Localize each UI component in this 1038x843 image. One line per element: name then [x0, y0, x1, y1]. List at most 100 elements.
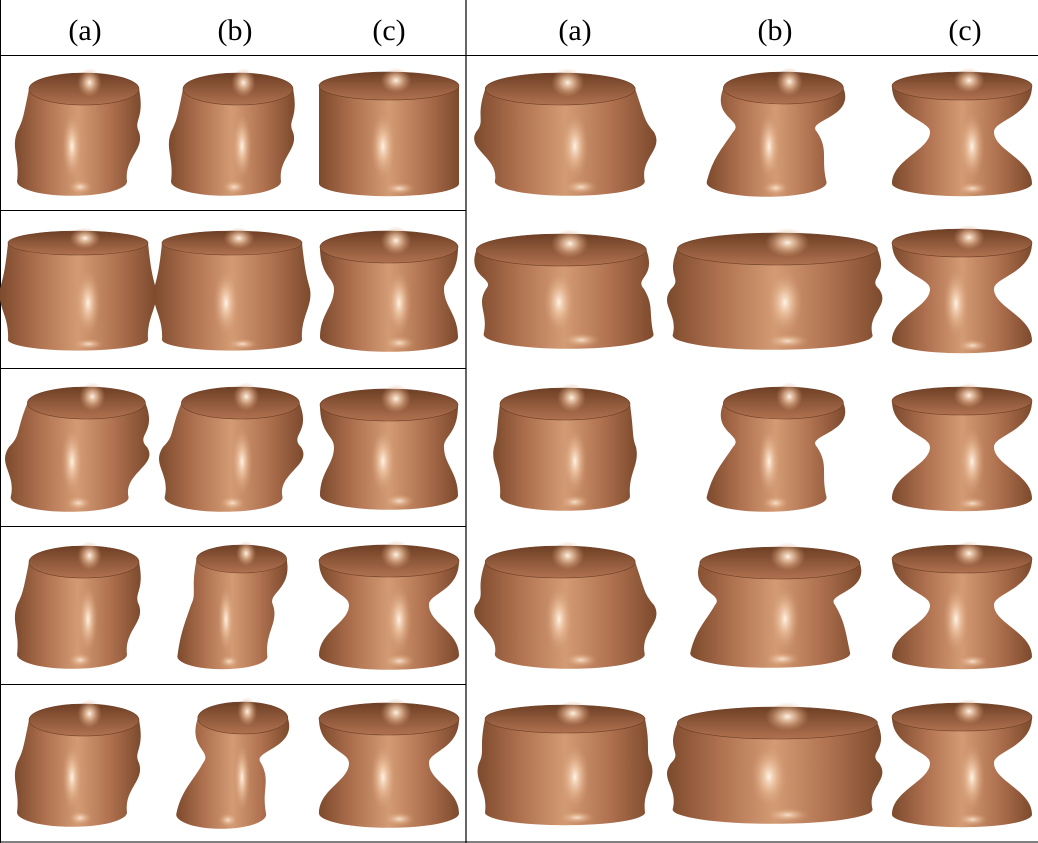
shape-base-highlight	[73, 338, 104, 350]
shape-cell-left-r5-a	[14, 699, 141, 827]
shape-rim-highlight	[231, 68, 256, 97]
shape-rim-highlight	[551, 229, 589, 258]
shape-highlight	[751, 745, 787, 808]
shape-base-highlight	[564, 179, 598, 195]
shape-cell-right-r2-a	[474, 229, 654, 349]
left-header-c: (c)	[372, 14, 405, 47]
shape-cell-left-r1-a	[14, 68, 141, 196]
shape-base-highlight	[384, 653, 415, 669]
shape-body	[168, 89, 295, 196]
shape-rim-highlight	[953, 698, 985, 725]
shape-rim-highlight	[953, 67, 985, 93]
shape-cell-right-r2-c	[891, 224, 1033, 354]
shape-highlight	[232, 113, 252, 180]
shape-body	[14, 562, 141, 669]
shape-base-highlight	[564, 652, 598, 668]
shape-highlight	[370, 743, 396, 812]
shape-base-highlight	[765, 333, 810, 349]
shape-body	[159, 403, 304, 512]
shape-highlight	[75, 270, 101, 336]
shape-cell-left-r2-a	[0, 227, 157, 351]
shape-rim-highlight	[233, 382, 260, 411]
shape-rim-highlight	[953, 540, 985, 567]
shape-rim-highlight	[776, 382, 803, 411]
shape-base-highlight	[559, 811, 595, 824]
right-header-a: (a)	[558, 14, 591, 47]
shape-cell-left-r3-a	[5, 382, 150, 512]
shape-highlight	[561, 113, 589, 180]
shape-base-highlight	[957, 339, 988, 352]
shape-cell-left-r5-c	[318, 698, 460, 828]
shape-cell-right-r4-c	[891, 540, 1033, 670]
right-header: (a) (b) (c)	[558, 14, 981, 47]
shape-base-highlight	[65, 495, 92, 511]
shape-highlight	[545, 586, 573, 653]
left-header-b: (b)	[218, 14, 253, 47]
shape-highlight	[386, 270, 412, 336]
shape-base-highlight	[384, 811, 415, 827]
shape-cell-left-r1-b	[168, 68, 295, 196]
shape-highlight	[959, 427, 985, 495]
shape-base-highlight	[384, 182, 415, 195]
shape-highlight	[61, 427, 83, 495]
shape-cell-left-r3-c	[319, 384, 459, 510]
shape-highlight	[62, 113, 82, 180]
right-header-c: (c)	[948, 14, 981, 47]
shape-highlight	[370, 428, 396, 494]
shape-rim-highlight	[380, 226, 412, 256]
shape-cell-right-r4-b	[690, 542, 862, 668]
shape-base-highlight	[957, 497, 988, 510]
shape-highlight	[233, 743, 251, 812]
shape-rim-highlight	[380, 540, 412, 569]
shape-cell-right-r1-c	[891, 67, 1033, 197]
shape-rim-highlight	[79, 382, 106, 411]
shape-base-highlight	[219, 655, 240, 668]
shape-base-highlight	[762, 180, 789, 196]
shape-body	[176, 718, 290, 829]
shape-cell-left-r4-b	[177, 540, 288, 670]
shape-base-highlight	[227, 338, 258, 350]
shape-base-highlight	[957, 655, 988, 668]
shape-base-highlight	[562, 332, 601, 348]
shape-cell-right-r3-a	[493, 383, 637, 511]
shape-rim-highlight	[776, 67, 803, 96]
shape-highlight	[959, 112, 985, 180]
shape-base-highlight	[219, 495, 246, 511]
shape-cell-left-r5-b	[176, 697, 290, 829]
shape-highlight	[767, 271, 803, 334]
shape-cell-right-r4-a	[474, 541, 657, 669]
shape-cell-left-r4-c	[318, 540, 460, 670]
shape-rim-highlight	[77, 68, 102, 97]
shape-rim-highlight	[380, 698, 412, 727]
shape-highlight	[370, 112, 396, 180]
shape-rim-highlight	[765, 702, 810, 731]
shape-base-highlight	[765, 807, 810, 823]
shape-cell-right-r5-b	[667, 702, 883, 824]
shape-highlight	[213, 270, 239, 336]
shape-base-highlight	[957, 182, 988, 195]
shape-rim-highlight	[69, 227, 101, 249]
shape-highlight	[758, 427, 780, 495]
shape-cell-right-r3-b	[706, 382, 846, 512]
shape-highlight	[758, 112, 780, 180]
shape-rim-highlight	[765, 228, 810, 257]
right-header-b: (b)	[758, 14, 793, 47]
shape-cell-left-r1-c	[318, 67, 460, 197]
shape-rim-highlight	[236, 540, 256, 567]
shape-rim-highlight	[551, 68, 585, 97]
shape-highlight	[560, 744, 590, 810]
shape-cell-right-r2-b	[667, 228, 883, 350]
shape-rim-highlight	[551, 541, 585, 570]
shape-rim-highlight	[77, 699, 102, 728]
shape-cell-left-r2-b	[153, 227, 311, 351]
shape-rim-highlight	[770, 542, 806, 571]
shape-highlight	[386, 585, 412, 654]
shape-highlight	[770, 586, 800, 652]
shape-base-highlight	[68, 810, 93, 826]
shape-base-highlight	[222, 179, 247, 195]
shape-highlight	[78, 586, 98, 653]
shape-highlight	[943, 585, 969, 654]
shape-rim-highlight	[380, 67, 412, 93]
